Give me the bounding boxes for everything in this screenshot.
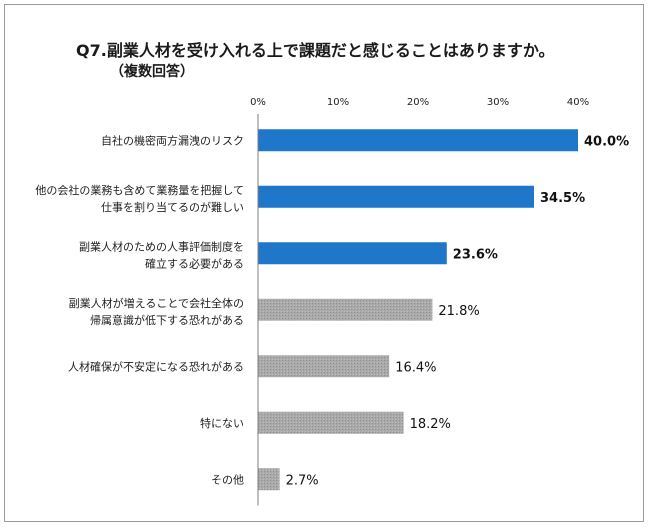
data-label: 16.4% [395, 360, 436, 375]
chart-title: Q7.副業人材を受け入れる上で課題だと感じることはありますか。 [76, 41, 555, 60]
category-label: その他 [211, 473, 244, 486]
x-tick-label: 0% [250, 97, 266, 108]
category-labels: 自社の機密両方漏洩のリスク他の会社の業務も含めて業務量を把握して仕事を割り当てる… [35, 133, 244, 486]
x-tick-label: 10% [327, 97, 349, 108]
bar [258, 411, 404, 434]
data-label: 34.5% [540, 191, 585, 206]
x-tick-label: 20% [407, 97, 429, 108]
data-label: 21.8% [438, 304, 479, 319]
category-label: 自社の機密両方漏洩のリスク [101, 133, 244, 147]
bar [258, 242, 447, 265]
x-axis-ticks: 0% 10% 20% 30% 40% [250, 97, 589, 108]
x-tick-label: 40% [567, 97, 589, 108]
category-label: 特にない [200, 416, 244, 430]
category-label: 他の会社の業務も含めて業務量を把握して仕事を割り当てるのが難しい [35, 183, 244, 214]
chart-subtitle: （複数回答） [110, 64, 194, 80]
x-tick-label: 30% [487, 97, 509, 108]
bar [258, 468, 280, 491]
category-label: 副業人材が増えることで会社全体の帰属意識が低下する恐れがある [69, 296, 244, 327]
data-label: 23.6% [453, 247, 498, 262]
data-label: 18.2% [410, 417, 451, 432]
data-label: 40.0% [584, 134, 629, 149]
bar [258, 355, 390, 378]
bars-group [258, 129, 578, 491]
bar [258, 129, 578, 152]
category-label: 副業人材のための人事評価制度を確立する必要がある [79, 239, 244, 270]
category-label: 人材確保が不安定になる恐れがある [68, 359, 244, 373]
data-labels: 40.0% 34.5% 23.6% 21.8% 16.4% 18.2% 2.7% [286, 134, 630, 488]
data-label: 2.7% [286, 473, 319, 488]
bar [258, 298, 433, 321]
bar [258, 185, 534, 208]
